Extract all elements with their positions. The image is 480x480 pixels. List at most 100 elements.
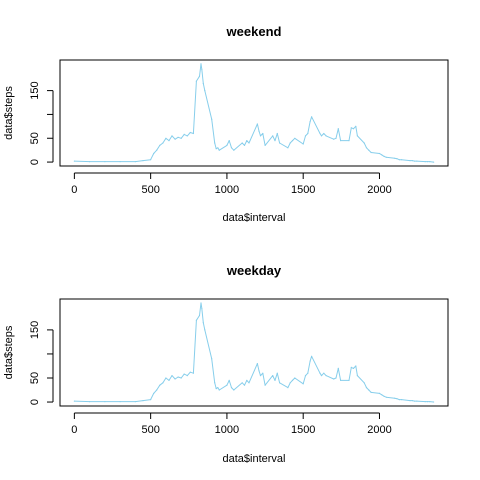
data-point (142, 160, 144, 162)
data-point (433, 401, 435, 403)
data-point (355, 125, 357, 127)
data-point (73, 160, 75, 162)
data-point (396, 158, 398, 160)
data-point (416, 400, 418, 402)
data-point (204, 329, 206, 331)
data-point (230, 147, 233, 149)
data-point (195, 319, 197, 321)
data-point (401, 399, 403, 401)
data-point (368, 149, 370, 151)
data-point (89, 161, 91, 163)
data-point (171, 135, 173, 137)
data-point (262, 132, 264, 135)
data-point (186, 375, 188, 377)
data-point (340, 140, 342, 142)
data-point (381, 394, 383, 396)
data-point (433, 161, 435, 163)
data-point (228, 379, 230, 381)
data-point (174, 138, 176, 140)
data-point (398, 399, 400, 401)
data-point (323, 132, 325, 135)
data-point (183, 133, 185, 135)
data-point (363, 382, 365, 384)
chart-panel-weekday: weekday 0 500 1000 1500 2000 data$interval 0 50 1… (3, 263, 449, 465)
data-point (409, 400, 411, 402)
data-point (396, 398, 398, 400)
data-point (350, 127, 352, 129)
data-point (385, 156, 387, 158)
data-point (243, 384, 246, 386)
data-point (398, 159, 400, 161)
data-point (183, 373, 185, 375)
data-point (394, 397, 396, 399)
data-point (228, 140, 230, 142)
data-point (320, 135, 323, 137)
data-point (302, 383, 304, 385)
data-point (311, 355, 313, 357)
data-point (337, 367, 339, 369)
x-tick-label: 0 (71, 184, 77, 196)
data-point (89, 401, 91, 403)
data-point (218, 389, 220, 391)
data-point (165, 137, 167, 139)
data-point (429, 401, 431, 403)
data-point (204, 90, 206, 92)
data-point (289, 382, 291, 384)
data-point (416, 160, 418, 162)
data-point (156, 389, 158, 391)
data-point (378, 152, 381, 155)
data-point (215, 388, 217, 390)
data-point (287, 147, 289, 149)
data-point (264, 144, 266, 146)
data-point (119, 161, 121, 163)
data-point (320, 375, 323, 377)
x-tick-label: 2000 (367, 424, 391, 436)
chart-panel-weekend: weekend 0 500 1000 1500 2000 data$interval 0 50 1… (3, 24, 449, 224)
data-point (259, 375, 262, 377)
data-point (335, 137, 337, 139)
data-point (272, 375, 274, 377)
data-point (411, 160, 413, 162)
data-point (426, 161, 429, 163)
data-point (153, 392, 155, 394)
data-point (246, 379, 248, 381)
data-point (394, 157, 396, 159)
plot-frame (59, 298, 449, 407)
data-point (189, 371, 191, 373)
data-point (142, 400, 144, 402)
data-point (73, 400, 75, 402)
data-point (291, 379, 294, 381)
data-point (162, 382, 164, 384)
data-point (241, 142, 243, 144)
y-axis-label: data$steps (3, 86, 15, 140)
data-point (248, 142, 250, 144)
data-point (262, 372, 264, 374)
data-point (168, 379, 170, 381)
data-point (352, 367, 355, 369)
data-point (291, 140, 294, 142)
data-point (104, 401, 106, 403)
data-point (340, 379, 342, 381)
y-tick-label: 0 (29, 159, 41, 165)
data-point (200, 63, 202, 65)
data-point (243, 144, 246, 146)
data-point (119, 401, 121, 403)
data-point (150, 399, 152, 401)
data-point (337, 128, 339, 130)
series-line (74, 302, 434, 403)
data-point (162, 142, 164, 144)
data-point (200, 302, 202, 304)
data-point (104, 161, 106, 163)
data-point (409, 160, 411, 162)
data-point (276, 372, 278, 374)
data-point (350, 366, 352, 368)
data-point (356, 375, 358, 377)
data-point (256, 363, 258, 365)
data-point (307, 372, 309, 374)
x-tick-label: 0 (71, 424, 77, 436)
x-tick-label: 1500 (291, 184, 315, 196)
data-point (302, 143, 304, 145)
data-point (319, 132, 321, 135)
data-point (368, 389, 370, 391)
y-tick-label: 50 (29, 372, 41, 384)
